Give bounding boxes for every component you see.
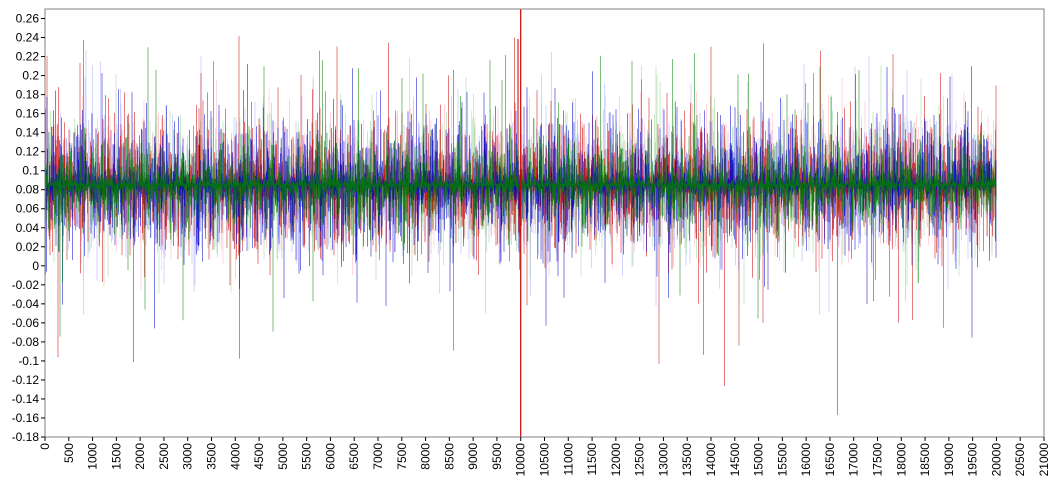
x-tick-label: 2000 (133, 443, 147, 470)
x-tick-label: 13000 (656, 443, 670, 477)
x-tick-label: 1000 (86, 443, 100, 470)
y-tick-label: 0.24 (16, 31, 40, 45)
y-tick-label: -0.16 (12, 411, 40, 425)
y-tick-label: -0.06 (12, 316, 40, 330)
x-tick-label: 9500 (490, 443, 504, 470)
x-tick-label: 0 (38, 443, 52, 450)
x-tick-label: 6000 (323, 443, 337, 470)
x-tick-label: 17500 (871, 443, 885, 477)
x-tick-label: 20500 (1013, 443, 1027, 477)
y-tick-label: -0.08 (12, 335, 40, 349)
x-tick-label: 18500 (918, 443, 932, 477)
x-tick-label: 4000 (228, 443, 242, 470)
x-tick-label: 7000 (371, 443, 385, 470)
y-tick-label: 0.22 (16, 50, 40, 64)
x-tick-label: 13500 (680, 443, 694, 477)
y-tick-label: 0.2 (22, 69, 39, 83)
series-layer (44, 36, 997, 415)
y-tick-label: -0.04 (12, 297, 40, 311)
x-tick-label: 7500 (395, 443, 409, 470)
x-tick-label: 11000 (561, 443, 575, 476)
y-tick-label: -0.02 (12, 278, 40, 292)
x-tick-label: 14500 (728, 443, 742, 477)
x-tick-label: 4500 (252, 443, 266, 470)
y-tick-label: 0.14 (16, 126, 40, 140)
x-tick-label: 8000 (419, 443, 433, 470)
x-tick-label: 8500 (442, 443, 456, 470)
x-tick-label: 19500 (966, 443, 980, 477)
x-tick-label: 10500 (538, 443, 552, 477)
y-tick-label: -0.14 (12, 392, 40, 406)
x-tick-label: 16000 (799, 443, 813, 477)
y-tick-label: -0.18 (12, 430, 40, 444)
y-tick-label: 0.26 (16, 12, 40, 26)
y-tick-label: 0.06 (16, 202, 40, 216)
x-tick-label: 18000 (894, 443, 908, 477)
x-tick-label: 12000 (609, 443, 623, 477)
x-tick-label: 20000 (989, 443, 1003, 477)
x-tick-label: 16500 (823, 443, 837, 477)
y-tick-label: 0.02 (16, 240, 40, 254)
y-axis: -0.18 -0.16 -0.14 -0.12 -0.1 -0.08 -0.06 -0.04 -… (12, 12, 45, 444)
x-tick-label: 500 (62, 443, 76, 463)
x-tick-label: 9000 (466, 443, 480, 470)
y-tick-label: 0 (32, 259, 39, 273)
x-tick-label: 11500 (585, 443, 599, 476)
x-tick-label: 6500 (347, 443, 361, 470)
y-tick-label: 0.1 (22, 164, 39, 178)
x-tick-label: 5500 (300, 443, 314, 470)
y-tick-label: -0.1 (18, 354, 39, 368)
x-tick-label: 19000 (942, 443, 956, 477)
x-axis: 0 500 1000 1500 2000 2500 3000 3500 4000 4500 5000… (38, 437, 1051, 476)
x-tick-label: 10000 (514, 443, 528, 477)
x-tick-label: 21000 (1037, 443, 1051, 477)
x-tick-label: 3500 (205, 443, 219, 470)
x-tick-label: 5000 (276, 443, 290, 470)
x-tick-label: 2500 (157, 443, 171, 470)
y-tick-label: 0.08 (16, 183, 40, 197)
y-tick-label: 0.18 (16, 88, 40, 102)
x-tick-label: 14000 (704, 443, 718, 477)
y-tick-label: -0.12 (12, 373, 40, 387)
x-tick-label: 15000 (752, 443, 766, 477)
y-tick-label: 0.16 (16, 107, 40, 121)
x-tick-label: 17000 (847, 443, 861, 477)
x-tick-label: 1500 (109, 443, 123, 470)
x-tick-label: 12500 (633, 443, 647, 477)
x-tick-label: 3000 (181, 443, 195, 470)
x-tick-label: 15500 (775, 443, 789, 477)
y-tick-label: 0.12 (16, 145, 40, 159)
y-tick-label: 0.04 (16, 221, 40, 235)
